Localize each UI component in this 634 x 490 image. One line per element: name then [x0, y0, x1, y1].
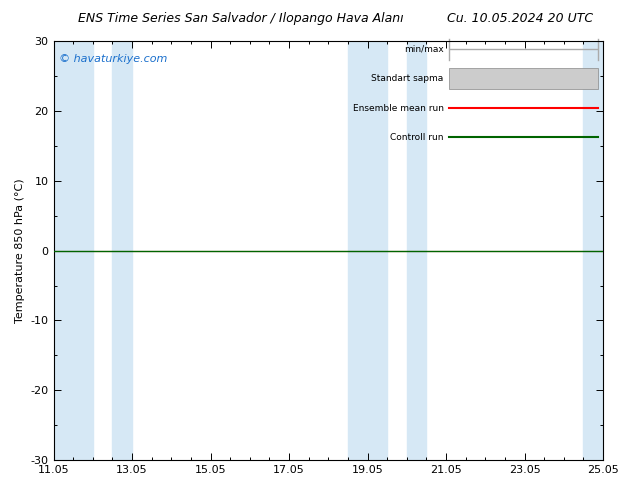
Bar	[450, 68, 598, 89]
Text: © havaturkiye.com: © havaturkiye.com	[59, 53, 167, 64]
Bar	[583, 41, 603, 460]
Y-axis label: Temperature 850 hPa (°C): Temperature 850 hPa (°C)	[15, 178, 25, 323]
Bar	[53, 41, 93, 460]
Text: Controll run: Controll run	[391, 133, 444, 142]
Text: Cu. 10.05.2024 20 UTC: Cu. 10.05.2024 20 UTC	[447, 12, 593, 25]
Bar	[407, 41, 427, 460]
Text: Ensemble mean run: Ensemble mean run	[353, 103, 444, 113]
Text: ENS Time Series San Salvador / Ilopango Hava Alanı: ENS Time Series San Salvador / Ilopango …	[78, 12, 404, 25]
Bar	[112, 41, 132, 460]
Text: Standart sapma: Standart sapma	[372, 74, 444, 83]
Text: min/max: min/max	[404, 45, 444, 54]
Bar	[348, 41, 387, 460]
